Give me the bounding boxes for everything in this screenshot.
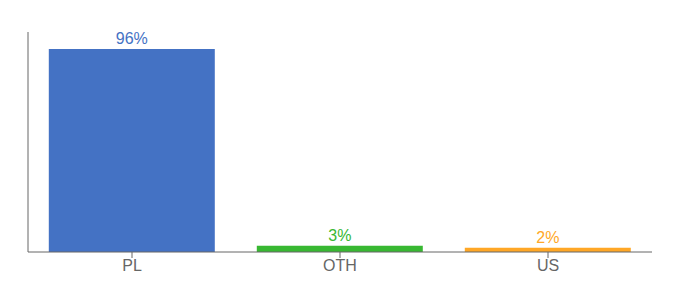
svg-text:3%: 3% — [328, 227, 351, 244]
svg-text:US: US — [537, 257, 559, 274]
svg-text:2%: 2% — [536, 229, 559, 246]
svg-text:OTH: OTH — [323, 257, 357, 274]
svg-text:PL: PL — [122, 257, 142, 274]
svg-text:96%: 96% — [116, 30, 148, 47]
